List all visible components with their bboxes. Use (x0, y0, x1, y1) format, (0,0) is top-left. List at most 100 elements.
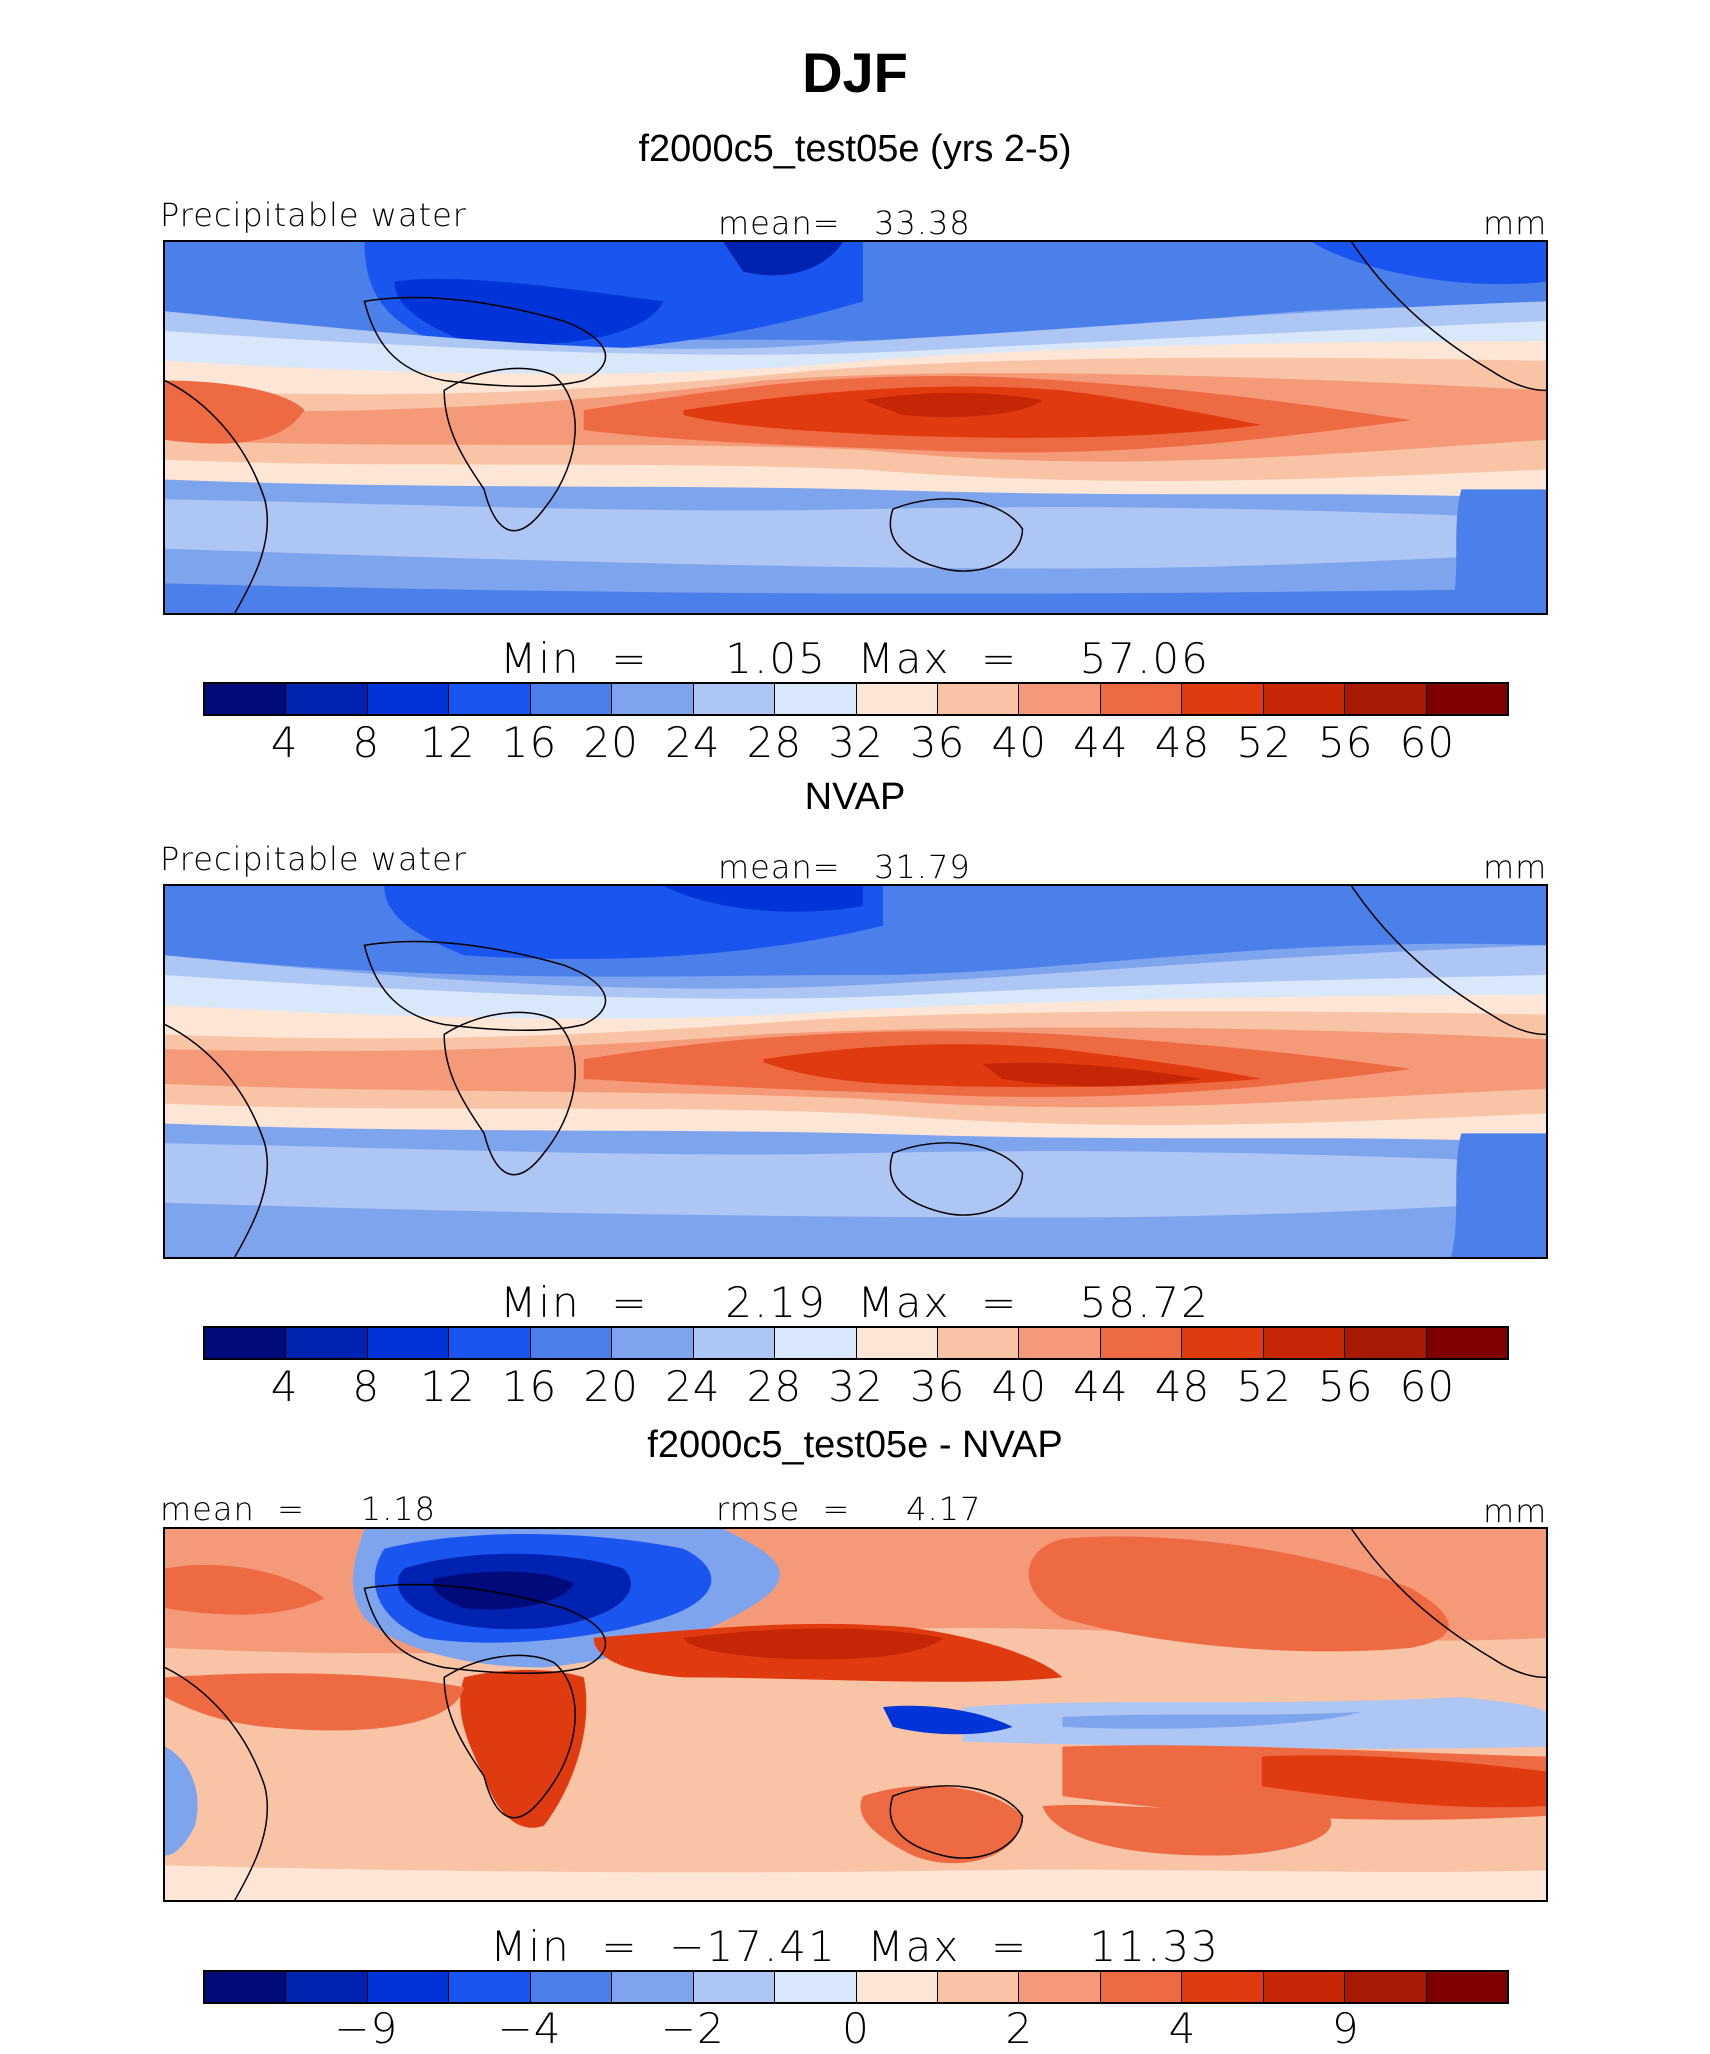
panel-2-min-max: Min = 2.19 Max = 58.72 (500, 1278, 1210, 1327)
colorbar-swatch (367, 1972, 450, 2002)
colorbar-tick-label: 16 (501, 718, 558, 767)
panel-2-map (163, 884, 1548, 1259)
panel-1-colorbar (203, 682, 1509, 716)
colorbar-tick-label: 60 (1399, 1362, 1456, 1411)
colorbar-tick-label: 52 (1236, 718, 1292, 767)
panel-2-units-label: mm (1483, 848, 1548, 886)
colorbar-tick-label: 24 (665, 1362, 721, 1411)
colorbar-tick-label: 8 (352, 1362, 381, 1411)
colorbar-swatch (1100, 1328, 1183, 1358)
colorbar-swatch (449, 684, 531, 714)
colorbar-tick-label: 40 (991, 718, 1047, 767)
colorbar-tick-label: 48 (1154, 1362, 1211, 1411)
colorbar-swatch (1100, 684, 1183, 714)
colorbar-swatch (856, 684, 938, 714)
panel-3-rmse-label: rmse = 4.17 (716, 1490, 982, 1528)
colorbar-tick-label: 2 (1005, 2004, 1034, 2053)
colorbar-swatch (937, 1972, 1020, 2002)
panel-1-colorbar-labels: 4 8 12 16 20 24 28 32 36 40 44 48 52 56 60 (203, 718, 1509, 768)
colorbar-swatch (693, 1972, 776, 2002)
panel-3-units-label: mm (1483, 1492, 1548, 1530)
colorbar-tick-label: 12 (420, 1362, 476, 1411)
colorbar-swatch (1345, 684, 1427, 714)
panel-2-heading: NVAP (804, 776, 906, 818)
colorbar-swatch (937, 684, 1020, 714)
panel-2-mean-label: mean= 31.79 (718, 848, 971, 886)
colorbar-swatch (205, 684, 287, 714)
colorbar-tick-label: −4 (497, 2004, 562, 2053)
colorbar-tick-label: 8 (352, 718, 381, 767)
colorbar-swatch (612, 1328, 694, 1358)
panel-3-colorbar-labels: −9 −4 −2 0 2 4 9 (203, 2004, 1509, 2054)
panel-1-min-max: Min = 1.05 Max = 57.06 (500, 634, 1210, 683)
colorbar-tick-label: 60 (1399, 718, 1456, 767)
panel-1-units-label: mm (1483, 204, 1548, 242)
colorbar-swatch (775, 684, 857, 714)
panel-3-colorbar (203, 1970, 1509, 2004)
panel-3-map (163, 1527, 1548, 1902)
panel-3-mean-label: mean = 1.18 (160, 1490, 437, 1528)
colorbar-swatch (1263, 1972, 1346, 2002)
colorbar-tick-label: 32 (828, 1362, 884, 1411)
colorbar-tick-label: 28 (746, 1362, 803, 1411)
colorbar-tick-label: 9 (1331, 2004, 1360, 2053)
colorbar-swatch (775, 1328, 857, 1358)
colorbar-swatch (530, 684, 613, 714)
colorbar-tick-label: 20 (583, 1362, 639, 1411)
colorbar-swatch (1182, 684, 1264, 714)
colorbar-tick-label: 44 (1073, 1362, 1129, 1411)
colorbar-swatch (286, 1972, 368, 2002)
colorbar-swatch (937, 1328, 1020, 1358)
colorbar-tick-label: −2 (660, 2004, 725, 2053)
colorbar-swatch (449, 1328, 531, 1358)
colorbar-tick-label: 28 (746, 718, 803, 767)
colorbar-swatch (286, 684, 368, 714)
colorbar-tick-label: 40 (991, 1362, 1047, 1411)
colorbar-tick-label: 44 (1073, 718, 1129, 767)
colorbar-swatch (1345, 1972, 1427, 2002)
colorbar-tick-label: 4 (270, 718, 299, 767)
colorbar-tick-label: 20 (583, 718, 639, 767)
colorbar-swatch (530, 1972, 613, 2002)
colorbar-tick-label: 12 (420, 718, 476, 767)
colorbar-tick-label: 52 (1236, 1362, 1292, 1411)
colorbar-swatch (1019, 684, 1101, 714)
colorbar-swatch (286, 1328, 368, 1358)
colorbar-swatch (1263, 684, 1346, 714)
colorbar-swatch (612, 684, 694, 714)
colorbar-tick-label: 0 (842, 2004, 870, 2053)
colorbar-tick-label: −9 (334, 2004, 399, 2053)
colorbar-swatch (530, 1328, 613, 1358)
panel-2-colorbar (203, 1326, 1509, 1360)
panel-1-mean-label: mean= 33.38 (718, 204, 971, 242)
colorbar-tick-label: 4 (270, 1362, 299, 1411)
colorbar-swatch (1019, 1972, 1101, 2002)
colorbar-swatch (612, 1972, 694, 2002)
colorbar-tick-label: 16 (501, 1362, 558, 1411)
colorbar-swatch (1100, 1972, 1183, 2002)
panel-3-min-max: Min = −17.41 Max = 11.33 (490, 1922, 1220, 1971)
colorbar-tick-label: 48 (1154, 718, 1211, 767)
colorbar-swatch (367, 684, 450, 714)
colorbar-tick-label: 56 (1318, 1362, 1374, 1411)
colorbar-swatch (449, 1972, 531, 2002)
colorbar-swatch (1182, 1972, 1264, 2002)
colorbar-tick-label: 56 (1318, 718, 1374, 767)
colorbar-swatch (1426, 1328, 1507, 1358)
colorbar-swatch (367, 1328, 450, 1358)
colorbar-tick-label: 36 (909, 718, 966, 767)
colorbar-swatch (1426, 684, 1507, 714)
colorbar-swatch (856, 1328, 938, 1358)
colorbar-swatch (856, 1972, 938, 2002)
panel-1-variable-label: Precipitable water (160, 196, 467, 234)
colorbar-swatch (1345, 1328, 1427, 1358)
panel-1-heading: f2000c5_test05e (yrs 2-5) (638, 128, 1072, 170)
panel-3-heading: f2000c5_test05e - NVAP (647, 1424, 1063, 1466)
colorbar-tick-label: 4 (1168, 2004, 1197, 2053)
colorbar-swatch (775, 1972, 857, 2002)
colorbar-tick-label: 32 (828, 718, 884, 767)
colorbar-swatch (693, 684, 776, 714)
colorbar-swatch (205, 1972, 287, 2002)
panel-2-colorbar-labels: 4 8 12 16 20 24 28 32 36 40 44 48 52 56 60 (203, 1362, 1509, 1412)
figure-title: DJF (802, 41, 908, 104)
